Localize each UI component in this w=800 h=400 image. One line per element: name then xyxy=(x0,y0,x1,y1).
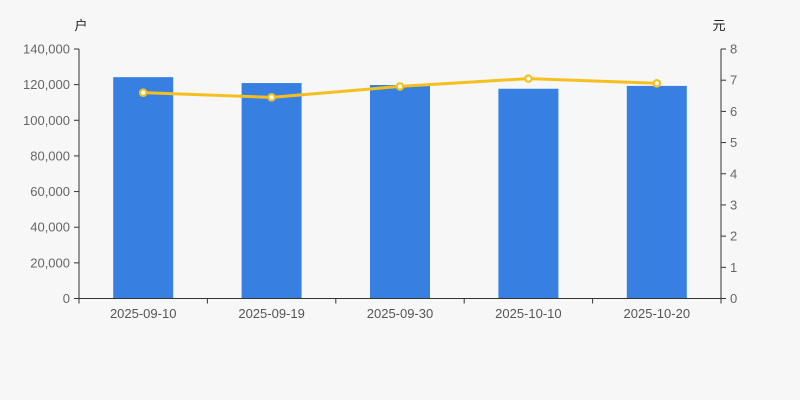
bar-2025-09-30 xyxy=(370,84,430,299)
x-label-2025-10-20: 2025-10-20 xyxy=(624,306,691,321)
bar-2025-09-19 xyxy=(241,83,302,299)
right-tick-label: 3 xyxy=(730,197,737,212)
left-tick-label: 80,000 xyxy=(30,148,70,163)
right-tick-label: 8 xyxy=(730,42,737,57)
price-point-2025-10-20 xyxy=(652,79,662,88)
left-tick-label: 120,000 xyxy=(23,77,70,92)
left-tick-label: 0 xyxy=(63,291,70,306)
left-tick-label: 40,000 xyxy=(30,220,70,235)
right-tick-label: 2 xyxy=(730,229,737,244)
left-axis-title: 户 xyxy=(74,18,87,34)
right-tick-label: 5 xyxy=(730,135,737,150)
left-tick-label: 140,000 xyxy=(23,42,70,57)
left-axis: 0 20,000 40,000 60,000 80,000 100,000 120,000 1… xyxy=(23,18,88,306)
right-axis: 0 1 2 3 4 5 6 7 8 元 xyxy=(712,19,737,306)
x-label-2025-09-30: 2025-09-30 xyxy=(367,306,434,321)
line-group xyxy=(138,74,662,102)
bar-2025-10-20 xyxy=(626,85,687,299)
price-point-2025-09-10 xyxy=(138,88,148,97)
right-tick-label: 4 xyxy=(730,166,737,181)
x-axis-ticks xyxy=(78,298,722,304)
left-axis-ticks: 0 20,000 40,000 60,000 80,000 100,000 120,000 1… xyxy=(23,42,79,306)
x-axis: 2025-09-10 2025-09-19 2025-09-30 2025-10-10… xyxy=(78,298,722,321)
x-axis-labels: 2025-09-10 2025-09-19 2025-09-30 2025-10-10… xyxy=(110,306,690,321)
x-label-2025-09-19: 2025-09-19 xyxy=(238,306,305,321)
x-label-2025-09-10: 2025-09-10 xyxy=(110,306,177,321)
right-tick-label: 1 xyxy=(730,260,737,275)
left-tick-label: 20,000 xyxy=(30,255,70,270)
x-label-2025-10-10: 2025-10-10 xyxy=(495,306,562,321)
bar-2025-10-10 xyxy=(498,88,559,299)
right-axis-ticks: 0 1 2 3 4 5 6 7 8 xyxy=(721,42,737,306)
right-tick-label: 7 xyxy=(730,73,737,88)
bar-2025-09-10 xyxy=(113,77,174,299)
bars-group xyxy=(113,77,687,299)
left-tick-label: 100,000 xyxy=(23,113,70,128)
right-tick-label: 0 xyxy=(730,291,737,306)
left-tick-label: 60,000 xyxy=(30,184,70,199)
right-axis-title: 元 xyxy=(712,19,725,34)
price-point-2025-09-19 xyxy=(267,93,276,102)
price-point-2025-09-30 xyxy=(395,82,405,91)
price-point-2025-10-10 xyxy=(524,74,533,83)
right-tick-label: 6 xyxy=(730,104,737,119)
